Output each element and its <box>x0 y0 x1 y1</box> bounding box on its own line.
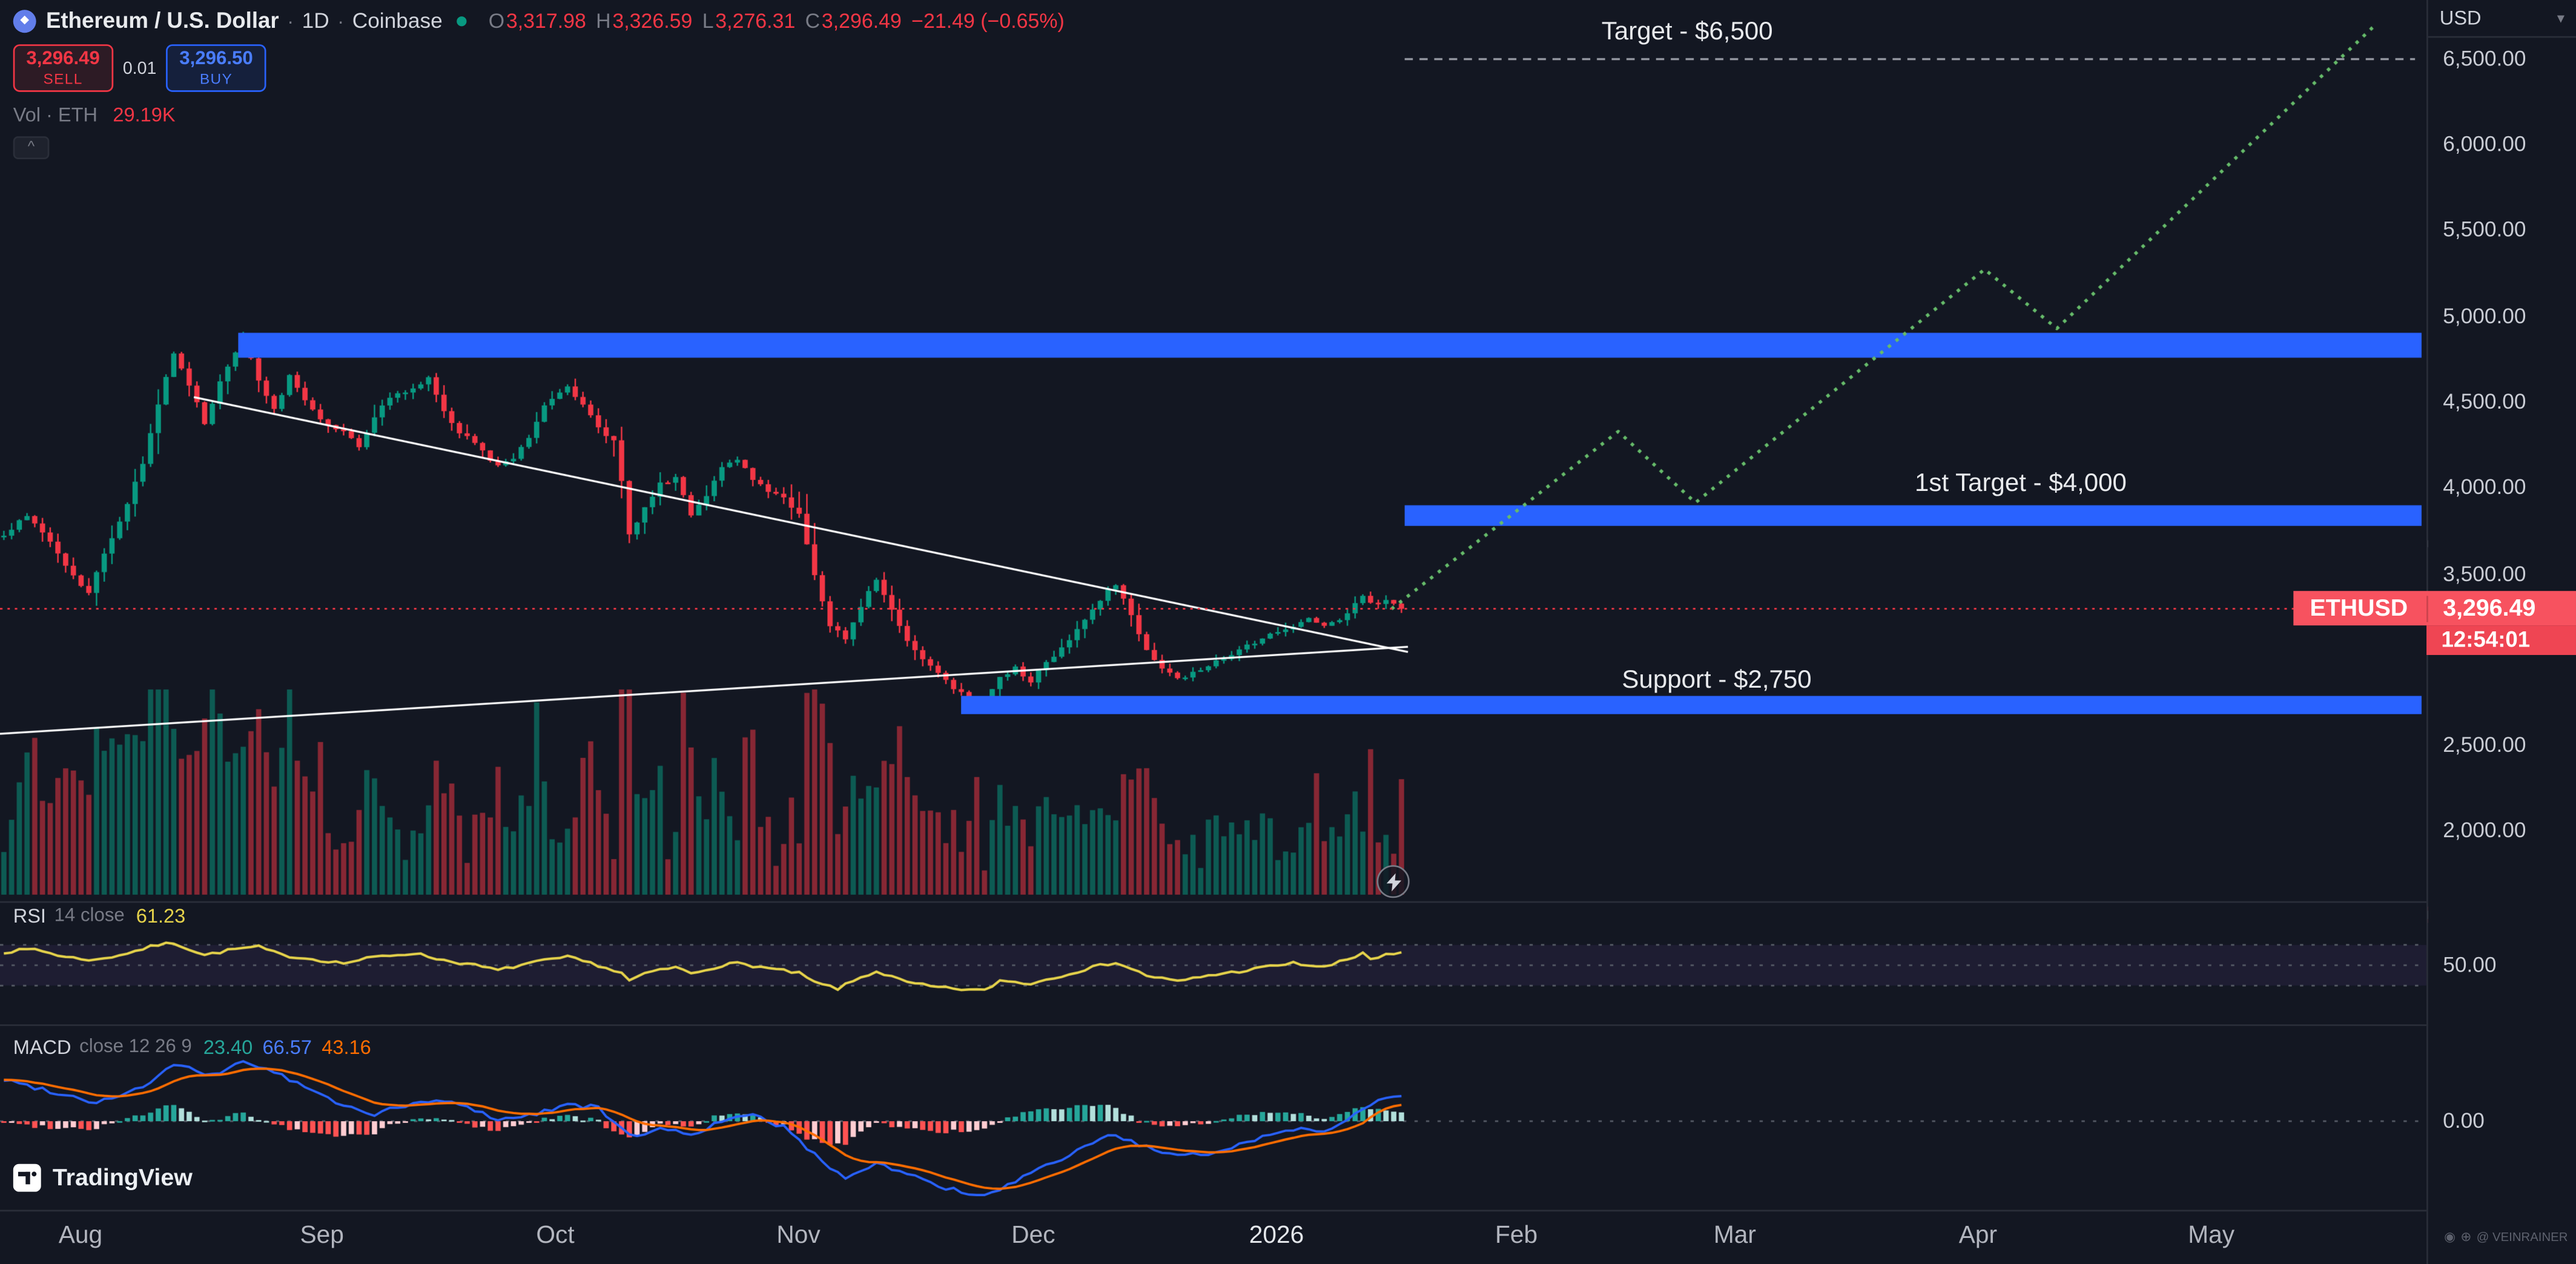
time-axis-label: 2026 <box>1249 1221 1304 1249</box>
price-change: −21.49 (−0.65%) <box>911 8 1065 32</box>
legend: ◆ Ethereum / U.S. Dollar · 1D · Coinbase… <box>13 7 1065 160</box>
separator-dot: · <box>337 8 345 32</box>
time-axis-label: Nov <box>776 1221 821 1249</box>
price-axis-label: 5,500.00 <box>2443 216 2526 242</box>
macd-line-value: 66.57 <box>262 1036 312 1059</box>
price-axis-label: 4,500.00 <box>2443 389 2526 414</box>
time-axis-label: Feb <box>1494 1221 1538 1249</box>
first-target-4000-label[interactable]: 1st Target - $4,000 <box>1915 469 2127 498</box>
exchange-label[interactable]: Coinbase <box>352 8 443 33</box>
market-open-dot-icon <box>457 15 467 26</box>
price-axis-label: 4,000.00 <box>2443 474 2526 499</box>
collapse-legend-button[interactable]: ^ <box>13 136 50 160</box>
macd-pane-canvas[interactable] <box>0 1024 2427 1210</box>
bottom-right-watermark: ◉ ⊕ @ VEINRAINER <box>2428 1210 2576 1264</box>
macd-legend[interactable]: MACD close 12 26 9 23.40 66.57 43.16 <box>13 1036 371 1059</box>
macd-signal-value: 43.16 <box>322 1036 371 1059</box>
pane-separator[interactable] <box>0 901 2576 903</box>
price-axis-label: 2,500.00 <box>2443 732 2526 757</box>
price-axis-label: 6,500.00 <box>2443 45 2526 71</box>
volume-label: Vol · ETH <box>13 103 98 127</box>
sell-button[interactable]: 3,296.49 SELL <box>13 44 113 92</box>
price-axis-label: 5,000.00 <box>2443 303 2526 329</box>
time-axis-label: Apr <box>1958 1221 1998 1249</box>
time-axis-label: May <box>2188 1221 2235 1249</box>
currency-label: USD <box>2439 6 2482 30</box>
countdown-timer: 12:54:01 <box>2426 625 2576 655</box>
ohlc-values: O 3,317.98 H 3,326.59 L 3,276.31 C 3,296.49 <box>488 8 902 32</box>
rsi-level-label: 50.00 <box>2443 952 2497 977</box>
time-axis[interactable]: Aug Sep Oct Nov Dec 2026 Feb Mar Apr May <box>0 1210 2426 1264</box>
pane-separator[interactable] <box>0 1024 2576 1026</box>
interval-label[interactable]: 1D <box>302 8 329 33</box>
macd-hist-value: 23.40 <box>203 1036 253 1059</box>
quick-trade-lightning-button[interactable] <box>1376 865 1410 898</box>
rsi-pane-canvas[interactable] <box>0 901 2427 1025</box>
separator-dot: · <box>287 8 294 32</box>
rsi-value: 61.23 <box>136 904 186 928</box>
price-axis-label: 6,000.00 <box>2443 131 2526 156</box>
target-6500-label[interactable]: Target - $6,500 <box>1601 18 1773 46</box>
trade-widget: 3,296.49 SELL 0.01 3,296.50 BUY <box>13 44 1065 92</box>
globe-icon: ◉ <box>2444 1229 2456 1245</box>
price-chart-canvas[interactable] <box>0 0 2427 901</box>
support-2750-label[interactable]: Support - $2,750 <box>1622 666 1812 695</box>
time-axis-label: Dec <box>1011 1221 1055 1249</box>
badge-price: 3,296.49 <box>2426 594 2576 622</box>
watermark-text: @ VEINRAINER <box>2476 1229 2568 1245</box>
lightning-icon <box>1385 872 1401 891</box>
time-axis-label: Aug <box>58 1221 103 1249</box>
price-axis-label: 2,000.00 <box>2443 817 2526 843</box>
share-icon: ⊕ <box>2460 1229 2472 1245</box>
time-axis-label: Mar <box>1713 1221 1756 1249</box>
rsi-legend[interactable]: RSI 14 close 61.23 <box>13 904 186 928</box>
currency-selector[interactable]: USD ▾ <box>2428 0 2576 38</box>
macd-level-label: 0.00 <box>2443 1108 2485 1133</box>
ethereum-logo-icon: ◆ <box>13 8 36 32</box>
price-axis-label: 3,500.00 <box>2443 561 2526 587</box>
symbol-title[interactable]: Ethereum / U.S. Dollar <box>45 8 279 33</box>
volume-value: 29.19K <box>113 103 176 127</box>
current-price-badge: ETHUSD 3,296.49 12:54:01 <box>2293 591 2576 655</box>
buy-button[interactable]: 3,296.50 BUY <box>166 44 266 92</box>
symbol-row: ◆ Ethereum / U.S. Dollar · 1D · Coinbase… <box>13 7 1065 35</box>
tradingview-logo-icon <box>13 1164 41 1192</box>
badge-symbol: ETHUSD <box>2310 594 2408 622</box>
chevron-down-icon: ▾ <box>2557 8 2564 26</box>
time-axis-label: Oct <box>536 1221 575 1249</box>
spread-value: 0.01 <box>122 58 157 78</box>
time-axis-label: Sep <box>300 1221 344 1249</box>
volume-row: Vol · ETH 29.19K <box>13 104 1065 127</box>
time-axis-separator <box>0 1210 2576 1212</box>
tradingview-logo[interactable]: TradingView <box>13 1164 193 1192</box>
